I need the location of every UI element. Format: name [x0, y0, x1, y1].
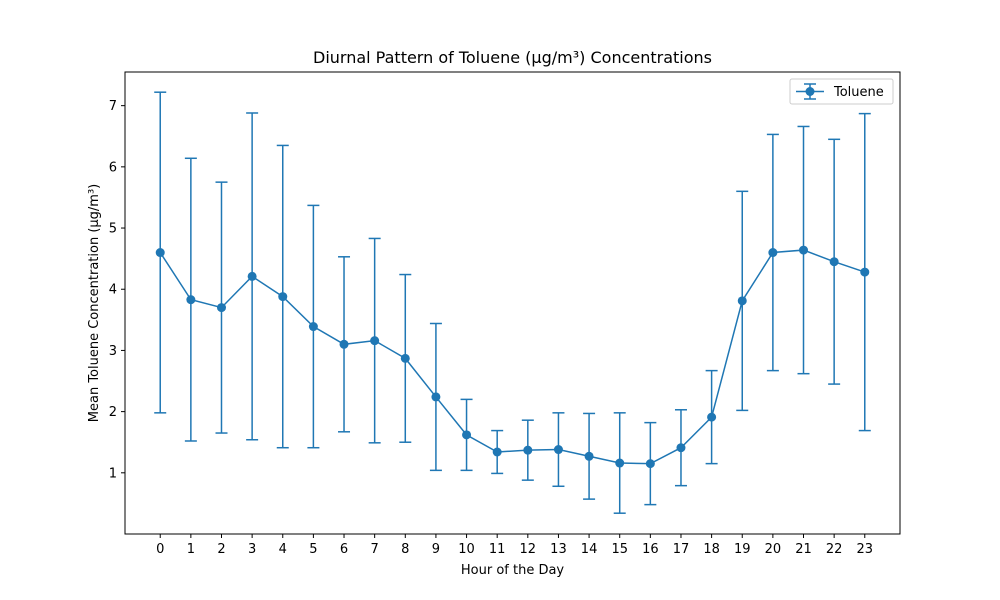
- data-point: [737, 296, 747, 306]
- x-tick-label: 4: [279, 542, 287, 557]
- data-point: [799, 245, 809, 255]
- legend-marker: [805, 87, 815, 96]
- data-point: [186, 295, 196, 305]
- y-tick-label: 5: [109, 222, 117, 237]
- data-point: [462, 430, 472, 440]
- x-tick-label: 14: [581, 542, 598, 557]
- legend-series-handle: [796, 83, 824, 100]
- data-point: [278, 292, 288, 302]
- y-tick-label: 6: [109, 160, 117, 175]
- x-tick-label: 13: [550, 542, 567, 557]
- x-tick-label: 2: [217, 542, 225, 557]
- x-tick-label: 16: [642, 542, 659, 557]
- data-point: [829, 257, 839, 267]
- data-point: [523, 445, 533, 455]
- data-point: [308, 322, 318, 332]
- y-tick-label: 3: [109, 344, 117, 359]
- x-tick-label: 5: [309, 542, 317, 557]
- x-tick-label: 3: [248, 542, 256, 557]
- x-tick-label: 11: [489, 542, 506, 557]
- x-tick-label: 1: [187, 542, 195, 557]
- series-line-group: [159, 249, 866, 465]
- x-tick-label: 20: [765, 542, 782, 557]
- y-ticks: 1 2 3 4 5 6 7: [109, 99, 125, 481]
- y-tick-label: 4: [109, 283, 117, 298]
- data-point: [247, 271, 257, 281]
- x-tick-label: 15: [611, 542, 628, 557]
- legend-box: [789, 78, 894, 105]
- data-point: [339, 339, 349, 349]
- x-tick-label: 0: [156, 542, 164, 557]
- x-tick-label: 18: [703, 542, 720, 557]
- x-ticks: 0 1 2 3 4 5 6 7 8 9 10 11 12 13 14 15 16 17 18 19 20 21 22 23: [156, 534, 873, 557]
- data-point: [216, 303, 226, 313]
- y-tick-label: 7: [109, 99, 117, 114]
- x-tick-label: 19: [734, 542, 751, 557]
- data-point: [676, 443, 686, 453]
- plot-frame: [124, 71, 901, 535]
- data-point: [431, 392, 441, 402]
- series-line: [159, 249, 866, 465]
- y-tick-label: 2: [109, 405, 117, 420]
- legend: Toluene: [789, 78, 894, 105]
- x-tick-label: 23: [856, 542, 873, 557]
- data-point: [370, 336, 380, 346]
- x-tick-label: 22: [826, 542, 843, 557]
- data-point: [768, 248, 778, 258]
- x-tick-label: 8: [401, 542, 409, 557]
- plot-area: [125, 72, 900, 534]
- data-point: [645, 459, 655, 469]
- data-point: [553, 445, 563, 455]
- chart-title: Diurnal Pattern of Toluene (µg/m³) Conce…: [313, 48, 712, 67]
- y-axis-label: Mean Toluene Concentration (µg/m³): [87, 184, 102, 422]
- data-point: [400, 353, 410, 363]
- series-markers: [155, 245, 870, 469]
- data-point: [860, 267, 870, 277]
- x-tick-label: 9: [432, 542, 440, 557]
- legend-series-label: Toluene: [833, 85, 884, 100]
- x-axis-label: Hour of the Day: [461, 563, 565, 578]
- x-tick-label: 12: [520, 542, 537, 557]
- x-tick-label: 6: [340, 542, 348, 557]
- data-point: [492, 447, 502, 457]
- data-point: [707, 412, 717, 422]
- x-tick-label: 10: [458, 542, 475, 557]
- x-tick-label: 21: [795, 542, 812, 557]
- data-point: [155, 248, 165, 258]
- data-point: [584, 451, 594, 461]
- data-point: [615, 458, 625, 468]
- x-tick-label: 17: [673, 542, 690, 557]
- x-tick-label: 7: [371, 542, 379, 557]
- y-tick-label: 1: [109, 466, 117, 481]
